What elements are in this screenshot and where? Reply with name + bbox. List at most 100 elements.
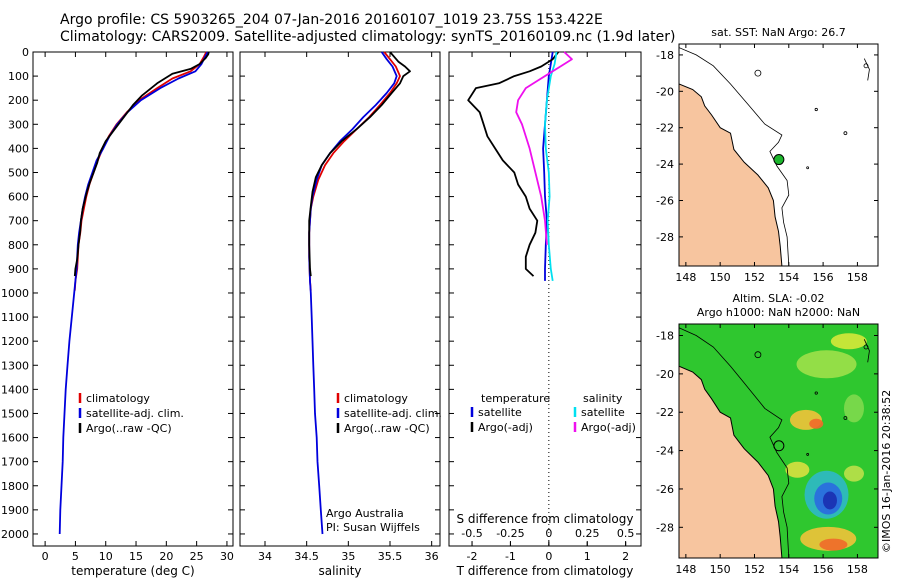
x-tick-label: 30: [220, 550, 234, 563]
map-y-tick-label: -18: [656, 330, 674, 343]
map-x-tick-label: 156: [813, 563, 834, 576]
diff-legend-temp: satellite Argo(-adj): [470, 406, 533, 434]
reef-island: [843, 131, 848, 136]
sla-anomaly: [796, 350, 857, 379]
y-tick-label: 700: [8, 215, 29, 228]
series-line: [544, 51, 558, 282]
sla-anomaly: [843, 394, 864, 423]
legend-label: Argo(-adj): [581, 421, 636, 434]
x-axis-label: salinity: [318, 564, 361, 578]
profile-panel-3: -2 -1 0 1 2T difference from climatology -0.5…: [448, 51, 642, 578]
y-tick-label: 1000: [1, 287, 29, 300]
y-tick-label: 600: [8, 191, 29, 204]
y-tick-label: 1100: [1, 311, 29, 324]
land-mass: [679, 365, 783, 558]
sst-map: sat. SST: NaN Argo: 26.7 148 150 152 154 156 1…: [656, 26, 879, 284]
note-line1: Argo Australia: [326, 507, 404, 520]
x-tick-label: 36: [425, 550, 439, 563]
y-tick-label: 1800: [1, 480, 29, 493]
y-tick-label: 1500: [1, 407, 29, 420]
sla-anomaly: [785, 461, 810, 478]
sla-anomaly: [822, 491, 837, 510]
reef-island: [806, 453, 810, 456]
y-tick-label: 800: [8, 239, 29, 252]
map-title: Altim. SLA: -0.02: [732, 292, 824, 305]
map-content: [679, 47, 870, 266]
map-y-tick-label: -28: [656, 521, 674, 534]
map-x-tick-label: 152: [744, 271, 765, 284]
depth-contour: [679, 327, 790, 558]
x-tick-label: 10: [99, 550, 113, 563]
y-tick-label: 1700: [1, 456, 29, 469]
map-x-tick-label: 158: [847, 563, 868, 576]
map-frame: [678, 43, 879, 267]
land-mass: [679, 83, 783, 266]
reef-island: [806, 166, 810, 170]
y-tick-label: 1200: [1, 335, 29, 348]
legend-label: climatology: [86, 392, 150, 405]
x-axis-label: T difference from climatology: [456, 564, 634, 578]
sla-anomaly: [809, 418, 824, 429]
map-y-tick-label: -20: [656, 85, 674, 98]
y-tick-label: 1900: [1, 504, 29, 517]
x-tick-label: 25: [190, 550, 204, 563]
map-x-tick-label: 152: [744, 563, 765, 576]
legend-label: satellite-adj. clim.: [344, 407, 442, 420]
map-y-tick-label: -26: [656, 483, 674, 496]
map-title: Argo h1000: NaN h2000: NaN: [697, 306, 860, 319]
map-x-tick-label: 148: [675, 271, 696, 284]
float-marker: [773, 154, 785, 166]
legend-label: Argo(..raw -QC): [344, 422, 430, 435]
reef-island: [754, 351, 762, 359]
map-frame: [678, 323, 879, 559]
y-tick-label: 500: [8, 166, 29, 179]
header-line1: Argo profile: CS 5903265_204 07-Jan-2016…: [60, 12, 603, 28]
legend-label: Argo(..raw -QC): [86, 422, 172, 435]
diff-legend-temp-head: temperature: [481, 392, 550, 405]
y-tick-label: 1300: [1, 359, 29, 372]
panel-frame: [239, 51, 441, 547]
legend-label: satellite: [478, 406, 522, 419]
x-tick-label: 35.5: [378, 550, 403, 563]
header-line2: Climatology: CARS2009. Satellite-adjuste…: [60, 29, 676, 45]
sla-anomaly: [830, 333, 867, 350]
map-y-tick-label: -22: [656, 122, 674, 135]
y-tick-label: 100: [8, 70, 29, 83]
legend-label: climatology: [344, 392, 408, 405]
series-line: [308, 51, 411, 277]
x-tick-label: 15: [129, 550, 143, 563]
legend-label: satellite: [581, 406, 625, 419]
map-y-tick-label: -20: [656, 368, 674, 381]
reef-island: [814, 391, 818, 395]
map-y-tick-label: -24: [656, 158, 674, 171]
series-line: [308, 51, 401, 291]
credit-text: ©IMOS 16-Jan-2016 20:38:52: [880, 389, 893, 553]
x-axis-label: temperature (deg C): [71, 564, 194, 578]
diff-legend-sal-head: salinity: [583, 392, 623, 405]
x-tick-label: 0: [42, 550, 49, 563]
map-y-tick-label: -24: [656, 445, 674, 458]
float-marker: [773, 440, 785, 452]
y-tick-label: 200: [8, 94, 29, 107]
x-tick-label: 5: [72, 550, 79, 563]
y-tick-label: 400: [8, 142, 29, 155]
x2-axis-label: S difference from climatology: [457, 512, 634, 526]
y-tick-label: 1400: [1, 383, 29, 396]
series-line: [58, 51, 209, 535]
x2-tick-label: 0: [545, 527, 552, 540]
x2-tick-label: 0.25: [575, 527, 600, 540]
map-x-tick-label: 156: [813, 271, 834, 284]
sla-anomaly: [843, 465, 864, 482]
map-y-tick-label: -22: [656, 406, 674, 419]
map-x-tick-label: 154: [778, 271, 799, 284]
x-tick-label: 1: [584, 550, 591, 563]
panel-frame: [32, 51, 234, 547]
map-title: sat. SST: NaN Argo: 26.7: [711, 26, 845, 39]
x-tick-label: 2: [622, 550, 629, 563]
reef-island: [754, 69, 762, 77]
reef-island: [843, 416, 848, 420]
series-line: [73, 51, 210, 277]
map-content: [679, 324, 878, 558]
y-tick-label: 300: [8, 118, 29, 131]
sal-legend: climatology satellite-adj. clim. Argo(..ra…: [336, 392, 442, 435]
